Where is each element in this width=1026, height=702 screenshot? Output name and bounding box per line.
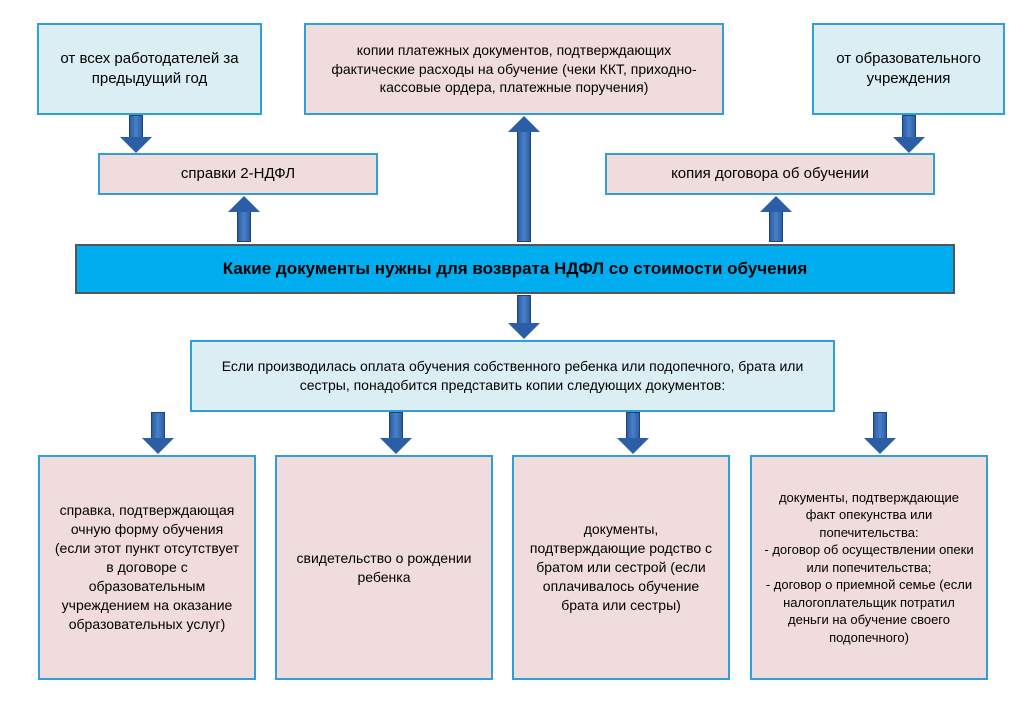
arrow-a3 bbox=[228, 196, 260, 242]
arrow-a4 bbox=[508, 116, 540, 242]
node-top_right: от образовательного учреждения bbox=[812, 23, 1005, 115]
node-top_mid: копии платежных документов, подтверждающ… bbox=[304, 23, 724, 115]
node-central: Какие документы нужны для возврата НДФЛ … bbox=[75, 244, 955, 294]
node-b1: справка, подтверждающая очную форму обуч… bbox=[38, 455, 256, 680]
node-mid_right: копия договора об обучении bbox=[605, 153, 935, 195]
arrow-a2 bbox=[893, 115, 925, 153]
node-top_left: от всех работодателей за предыдущий год bbox=[37, 23, 262, 115]
node-b4: документы, подтверждающие факт опекунств… bbox=[750, 455, 988, 680]
arrow-a1 bbox=[120, 115, 152, 153]
node-mid_left: справки 2-НДФЛ bbox=[98, 153, 378, 195]
node-b3: документы, подтверждающие родство с брат… bbox=[512, 455, 730, 680]
arrow-a5 bbox=[760, 196, 792, 242]
node-b2: свидетельство о рождении ребенка bbox=[275, 455, 493, 680]
node-cond: Если производилась оплата обучения собст… bbox=[190, 340, 835, 412]
arrow-a6 bbox=[508, 295, 540, 339]
arrow-a7 bbox=[142, 412, 174, 454]
arrow-a9 bbox=[617, 412, 649, 454]
arrow-a10 bbox=[864, 412, 896, 454]
arrow-a8 bbox=[380, 412, 412, 454]
